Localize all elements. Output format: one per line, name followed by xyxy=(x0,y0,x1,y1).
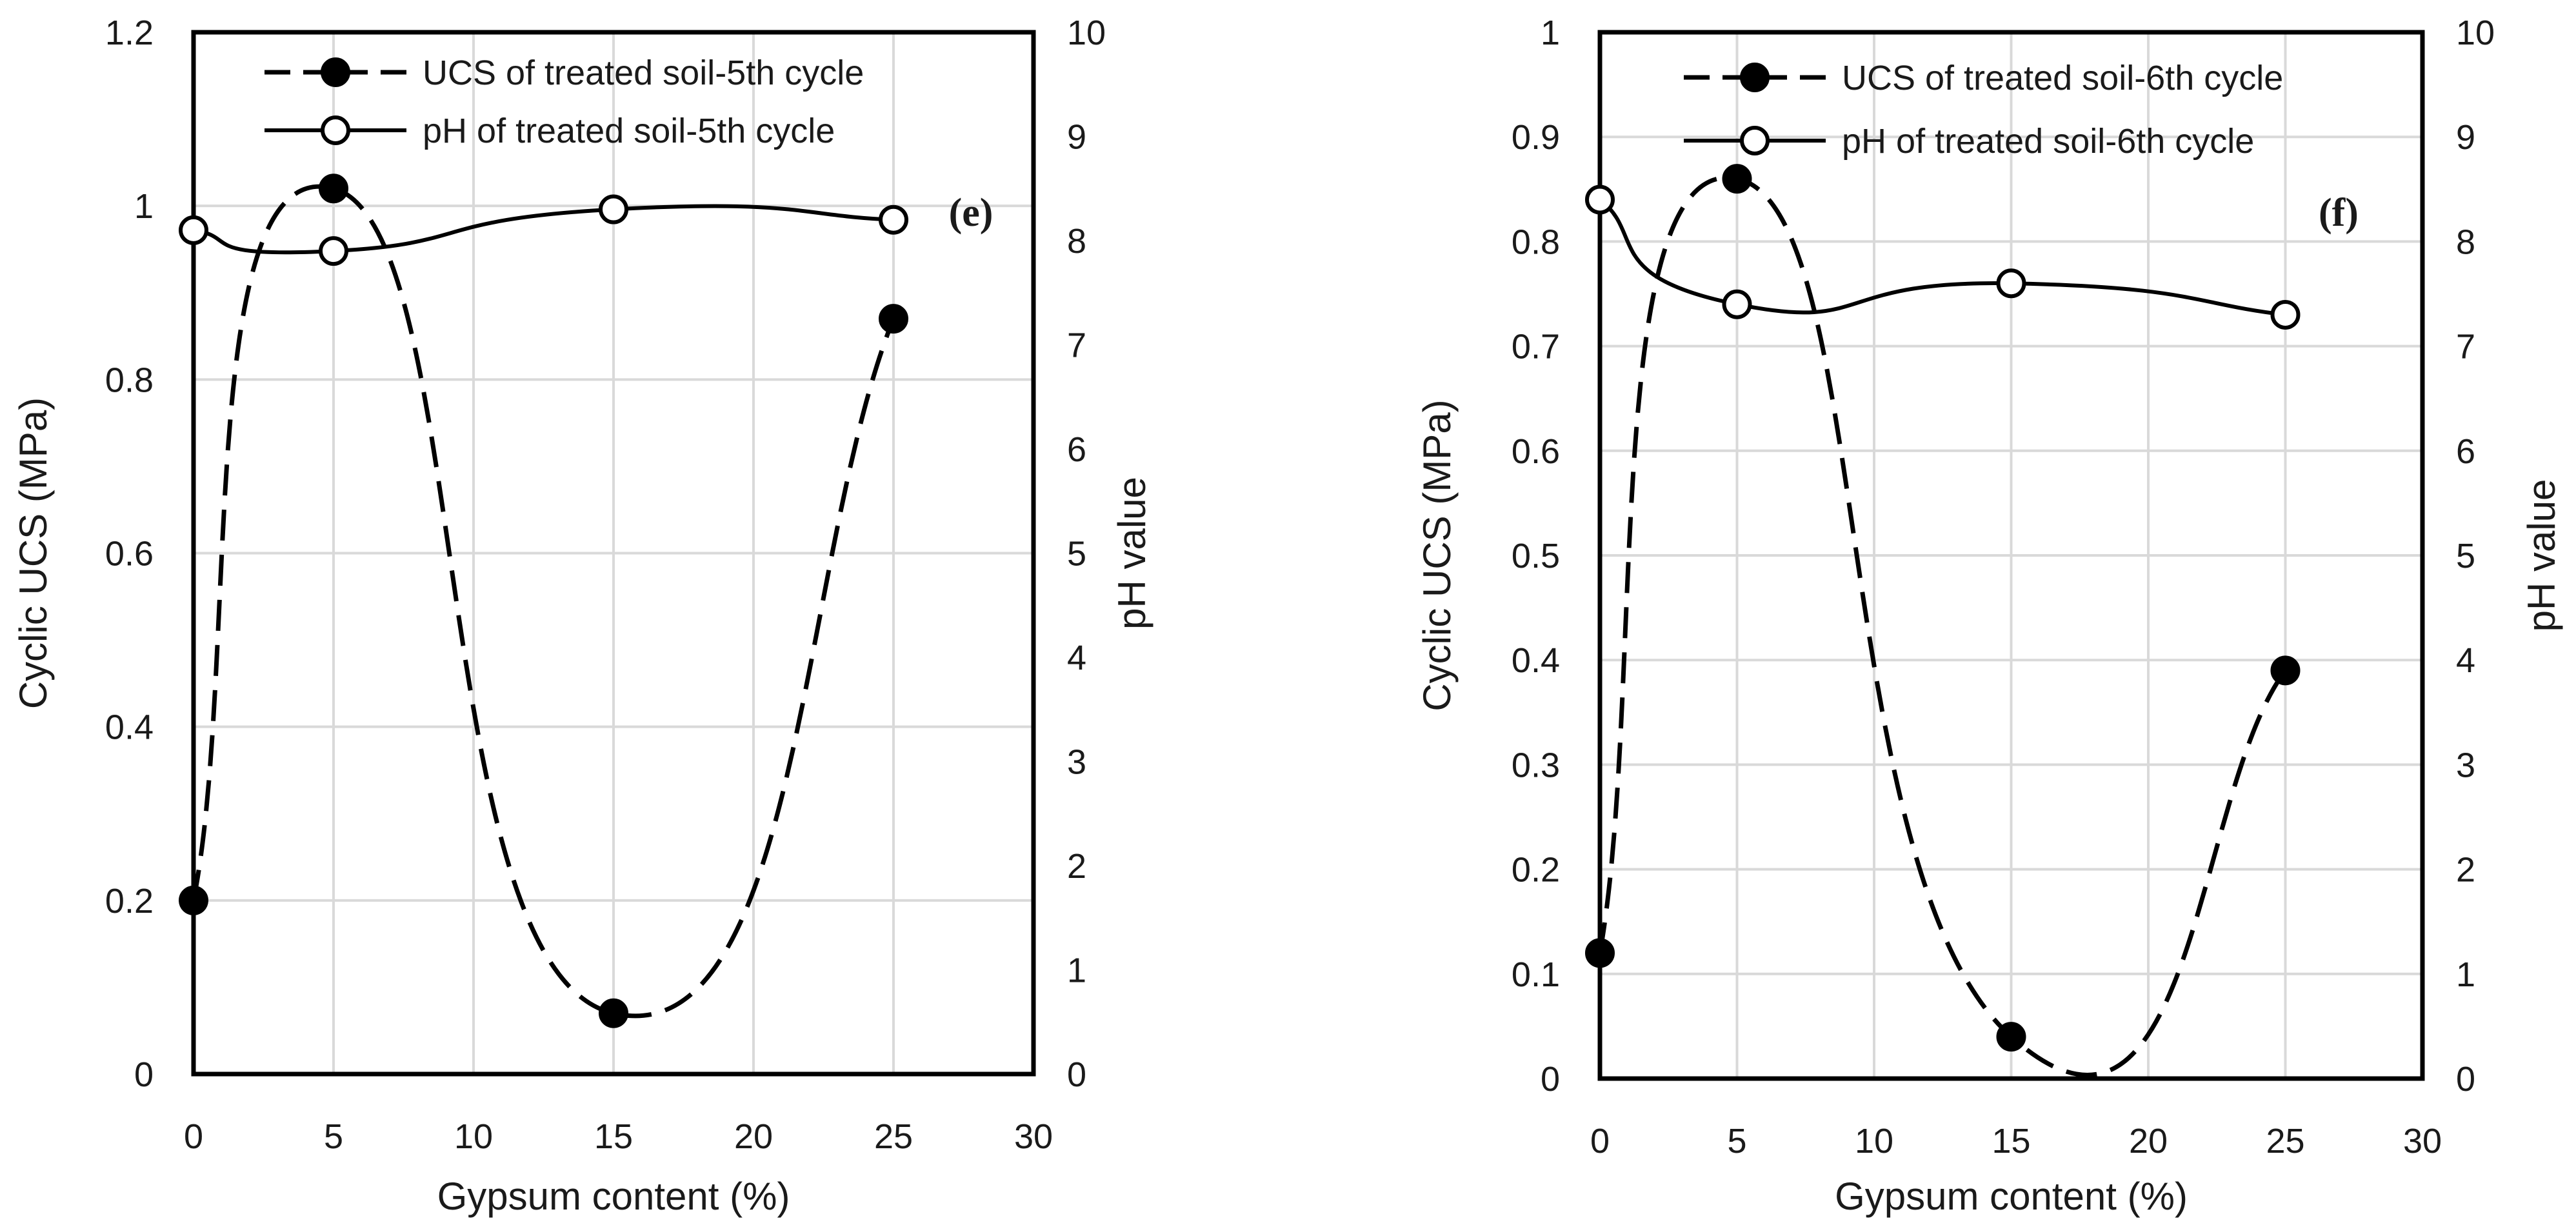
y2-tick-label: 3 xyxy=(2456,746,2475,784)
data-point-ucs xyxy=(1585,938,1615,968)
x-tick-label: 0 xyxy=(184,1117,203,1156)
y2-tick-label: 7 xyxy=(1067,326,1086,365)
y-tick-label: 0.8 xyxy=(1512,223,1560,261)
x-axis-title: Gypsum content (%) xyxy=(1835,1175,2188,1218)
y2-tick-label: 0 xyxy=(2456,1060,2475,1099)
data-point-ucs xyxy=(879,304,908,334)
x-tick-label: 20 xyxy=(734,1117,773,1156)
y2-tick-label: 6 xyxy=(2456,432,2475,471)
data-point-ph xyxy=(319,236,348,266)
x-tick-label: 10 xyxy=(1855,1122,1893,1160)
legend-label: pH of treated soil-6th cycle xyxy=(1842,122,2254,161)
legend-label: pH of treated soil-5th cycle xyxy=(423,112,835,150)
data-point-ph xyxy=(2270,299,2301,330)
data-point-ucs xyxy=(1722,164,1752,194)
x-axis-title: Gypsum content (%) xyxy=(437,1175,790,1218)
y2-tick-label: 9 xyxy=(2456,118,2475,157)
chart-panel-e: 0 5 10 15 20 25 30 0 0.2 0.4 0.6 0.8 1 1.2 0 1 2 3 4 5 6 7 8 9 1… xyxy=(12,14,1153,1218)
y2-tick-label: 10 xyxy=(2456,14,2495,52)
legend-marker xyxy=(1740,126,1770,155)
data-point-ucs xyxy=(319,174,348,204)
y2-tick-label: 8 xyxy=(1067,222,1086,261)
legend-marker xyxy=(321,57,350,87)
y2-tick-label: 3 xyxy=(1067,743,1086,782)
data-point-ucs xyxy=(599,998,628,1028)
x-tick-label: 5 xyxy=(1727,1122,1746,1160)
panel-label: (f) xyxy=(2319,191,2359,235)
y2-tick-label: 5 xyxy=(2456,537,2475,575)
y2-tick-label: 8 xyxy=(2456,223,2475,261)
y-tick-label: 0 xyxy=(134,1055,154,1094)
y2-tick-label: 10 xyxy=(1067,14,1106,52)
series-line-ph xyxy=(193,204,894,255)
y-tick-label: 0.8 xyxy=(105,361,154,399)
y2-tick-label: 6 xyxy=(1067,430,1086,469)
y-tick-label: 1.2 xyxy=(105,14,154,52)
y2-tick-label: 7 xyxy=(2456,328,2475,366)
chart-panel-f: 0 5 10 15 20 25 3000.10.20.30.40.50.60.70.80.9… xyxy=(1415,14,2563,1218)
x-tick-label: 20 xyxy=(2129,1122,2168,1160)
series-line-ucs xyxy=(191,184,896,1019)
y2-tick-label: 9 xyxy=(1067,118,1086,157)
y-tick-label: 0.5 xyxy=(1512,537,1560,575)
panel-label: (e) xyxy=(949,191,993,235)
x-tick-label: 15 xyxy=(1992,1122,2030,1160)
y2-tick-label: 2 xyxy=(1067,847,1086,886)
y2-tick-label: 4 xyxy=(2456,641,2475,680)
x-tick-label: 15 xyxy=(594,1117,633,1156)
x-tick-label: 25 xyxy=(874,1117,913,1156)
y-tick-label: 0.2 xyxy=(105,882,154,921)
plot-frame xyxy=(191,30,1036,1077)
y-tick-label: 1 xyxy=(1541,14,1560,52)
x-tick-label: 25 xyxy=(2266,1122,2304,1160)
data-point-ph xyxy=(599,194,628,224)
y-tick-label: 0.2 xyxy=(1512,851,1560,890)
legend-marker xyxy=(1740,63,1770,92)
y2-tick-label: 2 xyxy=(2456,851,2475,890)
y2-axis-title: pH value xyxy=(1110,477,1153,630)
y-tick-label: 0.7 xyxy=(1512,328,1560,366)
y-tick-label: 0 xyxy=(1541,1060,1560,1099)
y2-axis-title: pH value xyxy=(2520,479,2563,632)
data-point-ph xyxy=(1722,289,1752,319)
y-tick-label: 0.4 xyxy=(1512,641,1560,680)
x-tick-label: 30 xyxy=(1014,1117,1053,1156)
y2-tick-label: 1 xyxy=(1067,951,1086,990)
y-axis-title: Cyclic UCS (MPa) xyxy=(12,397,55,709)
data-point-ph xyxy=(179,215,208,245)
y-tick-label: 0.6 xyxy=(105,535,154,573)
y-axis-title: Cyclic UCS (MPa) xyxy=(1415,399,1459,711)
data-point-ucs xyxy=(1996,1022,2026,1052)
data-point-ucs xyxy=(179,885,208,915)
y-tick-label: 0.3 xyxy=(1512,746,1560,784)
y2-tick-label: 5 xyxy=(1067,535,1086,573)
x-tick-label: 5 xyxy=(324,1117,343,1156)
legend-label: UCS of treated soil-5th cycle xyxy=(423,54,864,92)
legend-marker xyxy=(321,115,350,145)
y2-tick-label: 0 xyxy=(1067,1055,1086,1094)
y-tick-label: 0.6 xyxy=(1512,432,1560,471)
data-point-ph xyxy=(1996,268,2026,299)
series-line-ph xyxy=(1599,198,2286,317)
x-tick-label: 30 xyxy=(2403,1122,2442,1160)
x-tick-label: 10 xyxy=(454,1117,493,1156)
data-point-ucs xyxy=(2270,655,2301,686)
legend-label: UCS of treated soil-6th cycle xyxy=(1842,59,2283,97)
x-tick-label: 0 xyxy=(1590,1122,1610,1160)
series-line-ucs xyxy=(1597,175,2288,1077)
plot-frame xyxy=(1597,30,2425,1081)
y-tick-label: 0.9 xyxy=(1512,118,1560,157)
y-tick-label: 1 xyxy=(134,187,154,226)
y-tick-label: 0.4 xyxy=(105,708,154,747)
y2-tick-label: 1 xyxy=(2456,955,2475,994)
data-point-ph xyxy=(1585,184,1615,215)
y2-tick-label: 4 xyxy=(1067,639,1086,677)
data-point-ph xyxy=(879,204,908,235)
y-tick-label: 0.1 xyxy=(1512,955,1560,994)
